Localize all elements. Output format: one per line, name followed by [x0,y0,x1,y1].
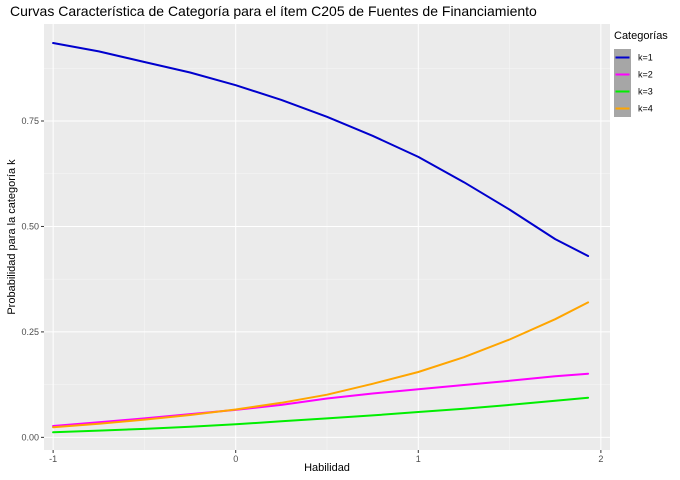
legend-title: Categorías [614,30,668,42]
y-tick-label: 0.25 [21,327,39,337]
y-tick-label: 0.75 [21,116,39,126]
series-line-k2 [52,372,590,427]
x-axis-ticks: -1 0 1 2 [49,450,603,464]
y-axis-ticks: 0.00 0.25 0.50 0.75 [21,116,44,442]
series-line-k4 [52,301,590,429]
legend-label: k=2 [638,70,653,80]
legend-label: k=1 [638,53,653,63]
x-tick-label: 0 [233,454,238,464]
x-axis-title: Habilidad [304,462,350,474]
x-tick-label: 2 [598,454,603,464]
series-lines [52,42,590,434]
series-line-k1 [52,42,590,257]
y-tick-label: 0.00 [21,432,39,442]
y-axis-title: Probabilidad para la categoría k [6,159,18,315]
legend: Categorías k=1 k=2 k=3 k=4 [612,24,668,120]
y-tick-label: 0.50 [21,221,39,231]
grid-major [44,24,610,450]
chart-title: Curvas Característica de Categoría para … [10,3,537,19]
series-line-k3 [52,396,590,434]
legend-label: k=3 [638,87,653,97]
legend-label: k=4 [638,104,653,114]
legend-items: k=1 k=2 k=3 k=4 [614,49,653,117]
x-tick-label: -1 [49,454,57,464]
x-tick-label: 1 [416,454,421,464]
grid-minor [44,24,610,450]
